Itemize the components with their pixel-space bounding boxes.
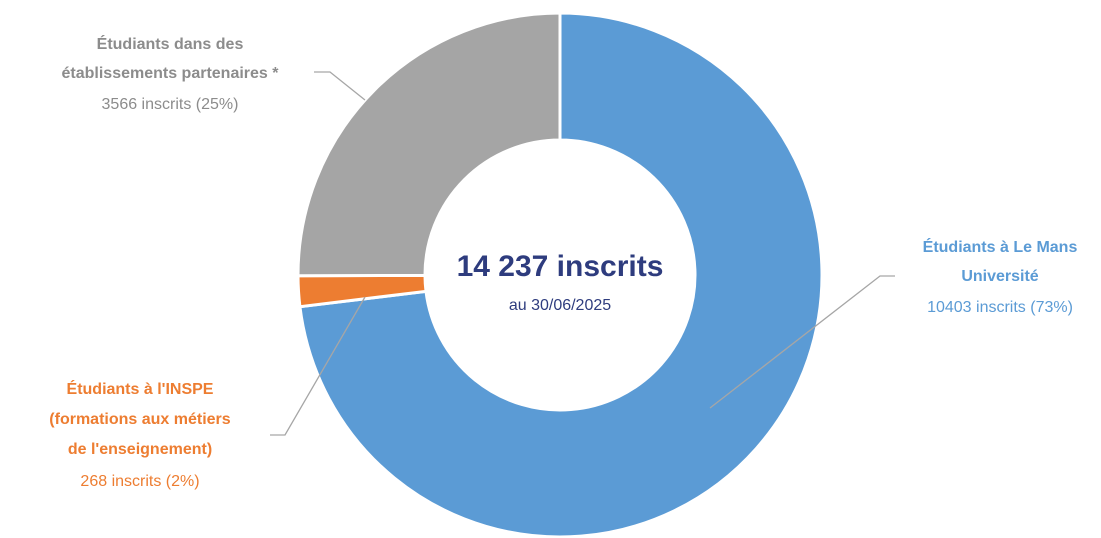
category-label: Étudiants dans des	[97, 34, 244, 53]
center-subtitle: au 30/06/2025	[509, 297, 611, 314]
category-label: Étudiants à l'INSPE	[67, 379, 214, 398]
category-label: Étudiants à Le Mans	[923, 237, 1078, 256]
category-label: de l'enseignement)	[68, 441, 212, 458]
leader-line	[314, 71, 366, 101]
value-label: 3566 inscrits (25%)	[102, 96, 239, 113]
category-label: (formations aux métiers	[49, 411, 230, 428]
leader-line	[270, 296, 366, 436]
leader-line	[709, 275, 895, 409]
donut-slice	[296, 11, 562, 278]
value-label: 268 inscrits (2%)	[80, 473, 199, 490]
value-label: 10403 inscrits (73%)	[927, 299, 1073, 316]
category-label: établissements partenaires *	[62, 65, 280, 82]
donut-slice	[298, 11, 824, 538]
center-title: 14 237 inscrits	[457, 250, 664, 283]
category-label: Université	[961, 268, 1038, 285]
